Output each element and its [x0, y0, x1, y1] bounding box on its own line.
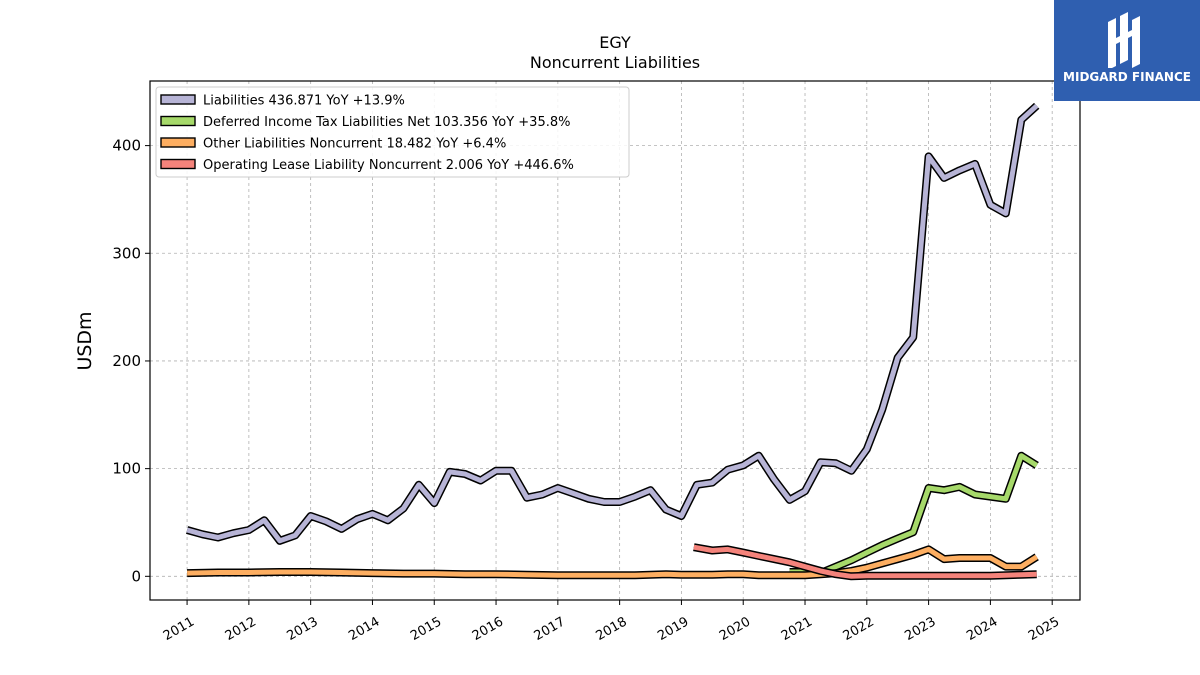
brand-logo: MIDGARD FINANCE: [1054, 0, 1200, 101]
x-tick-label: 2015: [408, 614, 444, 644]
x-tick-label: 2013: [285, 614, 321, 644]
x-tick-label: 2014: [346, 614, 382, 644]
legend-box: [155, 86, 630, 178]
y-tick-label: 400: [112, 137, 141, 155]
legend-label-0: Liabilities 436.871 YoY +13.9%: [203, 94, 405, 109]
plot-frame: [149, 80, 1081, 601]
legend-swatch-1: [160, 115, 196, 127]
brand-name: MIDGARD FINANCE: [1063, 70, 1191, 84]
x-tick-label: 2021: [779, 614, 815, 644]
chart-title: EGY: [599, 33, 631, 52]
series-line-3: [693, 544, 1037, 579]
grid: [150, 81, 1080, 600]
y-axis: 0 100 200 300 400: [112, 137, 150, 585]
x-tick-label: 2017: [532, 614, 568, 644]
y-tick-label: 0: [131, 567, 141, 585]
x-tick-label: 2018: [593, 614, 629, 644]
x-tick-label: 2020: [717, 614, 753, 644]
legend-swatch-3: [160, 158, 196, 170]
series-line-0: [186, 103, 1039, 544]
series-lines: [186, 102, 1040, 581]
legend-swatch-0: [160, 94, 196, 105]
y-tick-label: 200: [112, 352, 141, 370]
legend-label-1: Deferred Income Tax Liabilities Net 103.…: [203, 115, 571, 130]
x-tick-label: 2025: [1026, 614, 1062, 644]
x-axis: 2011 2012 2013 2014 2015 2016 2017 2018 2019 2020…: [161, 600, 1062, 644]
x-tick-label: 2012: [223, 614, 259, 644]
legend-swatch-2: [160, 137, 196, 148]
y-tick-label: 100: [112, 460, 141, 478]
series-line-2: [187, 546, 1039, 578]
midgard-logo-icon: [1108, 12, 1140, 68]
x-tick-label: 2023: [902, 614, 938, 644]
x-tick-label: 2024: [964, 614, 1000, 644]
x-tick-label: 2011: [161, 614, 197, 644]
x-tick-label: 2019: [655, 614, 691, 644]
x-tick-label: 2016: [470, 614, 506, 644]
y-tick-label: 300: [112, 244, 141, 262]
legend: Liabilities 436.871 YoY +13.9% Deferred I…: [155, 86, 630, 178]
x-tick-label: 2022: [841, 614, 877, 644]
legend-label-2: Other Liabilities Noncurrent 18.482 YoY …: [203, 137, 506, 152]
y-axis-label: USDm: [74, 311, 96, 370]
chart-subtitle: Noncurrent Liabilities: [530, 53, 700, 72]
legend-label-3: Operating Lease Liability Noncurrent 2.0…: [203, 158, 574, 173]
series-line-1: [789, 453, 1039, 576]
